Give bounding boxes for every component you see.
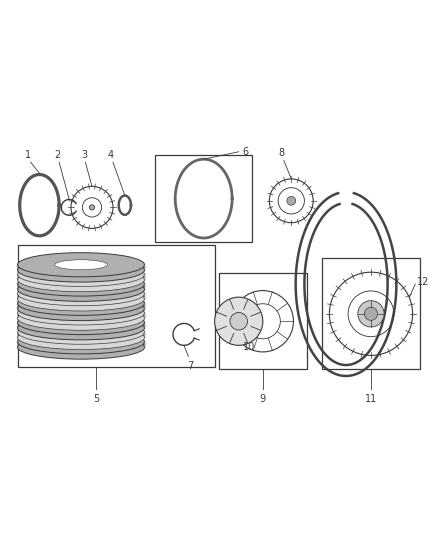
Text: 5: 5 — [93, 393, 99, 403]
Bar — [322, 258, 420, 369]
Circle shape — [215, 297, 263, 345]
Ellipse shape — [55, 279, 107, 289]
Ellipse shape — [18, 277, 145, 301]
Ellipse shape — [55, 308, 107, 318]
Ellipse shape — [18, 311, 145, 335]
Ellipse shape — [55, 298, 107, 308]
Circle shape — [358, 301, 384, 327]
Ellipse shape — [18, 296, 145, 321]
Text: 6: 6 — [242, 147, 248, 157]
Text: 1: 1 — [25, 150, 32, 160]
Text: 8: 8 — [279, 148, 285, 158]
Text: 3: 3 — [81, 150, 87, 160]
Bar — [144, 284, 145, 289]
Bar — [144, 332, 145, 337]
Bar — [144, 303, 145, 309]
Ellipse shape — [18, 330, 145, 354]
Ellipse shape — [18, 281, 145, 306]
Ellipse shape — [55, 318, 107, 328]
Ellipse shape — [18, 291, 145, 316]
Ellipse shape — [18, 306, 145, 330]
Bar — [144, 342, 145, 347]
Bar — [144, 274, 145, 280]
Ellipse shape — [18, 301, 145, 325]
Text: 7: 7 — [187, 361, 194, 370]
Ellipse shape — [18, 272, 145, 296]
Ellipse shape — [18, 262, 145, 286]
Text: 12: 12 — [417, 277, 430, 287]
Ellipse shape — [18, 287, 145, 311]
Text: 9: 9 — [260, 393, 266, 403]
Ellipse shape — [18, 335, 145, 359]
Bar — [144, 294, 145, 299]
Ellipse shape — [55, 337, 107, 347]
Ellipse shape — [55, 269, 107, 279]
Text: 11: 11 — [365, 393, 377, 403]
Text: 2: 2 — [54, 150, 60, 160]
Ellipse shape — [18, 320, 145, 344]
Circle shape — [89, 205, 95, 210]
Bar — [144, 313, 145, 318]
Ellipse shape — [18, 253, 145, 277]
Ellipse shape — [18, 316, 145, 340]
Bar — [144, 322, 145, 328]
Circle shape — [287, 197, 296, 205]
Bar — [144, 265, 145, 270]
Circle shape — [364, 307, 378, 320]
Ellipse shape — [18, 325, 145, 350]
Bar — [219, 273, 307, 369]
Ellipse shape — [55, 289, 107, 298]
Circle shape — [230, 312, 247, 330]
Ellipse shape — [18, 258, 145, 282]
Ellipse shape — [55, 327, 107, 337]
Ellipse shape — [18, 268, 145, 292]
Text: 4: 4 — [108, 150, 114, 160]
Ellipse shape — [55, 260, 107, 270]
Text: 10: 10 — [243, 342, 255, 352]
Bar — [18, 245, 215, 367]
Bar — [155, 155, 252, 243]
